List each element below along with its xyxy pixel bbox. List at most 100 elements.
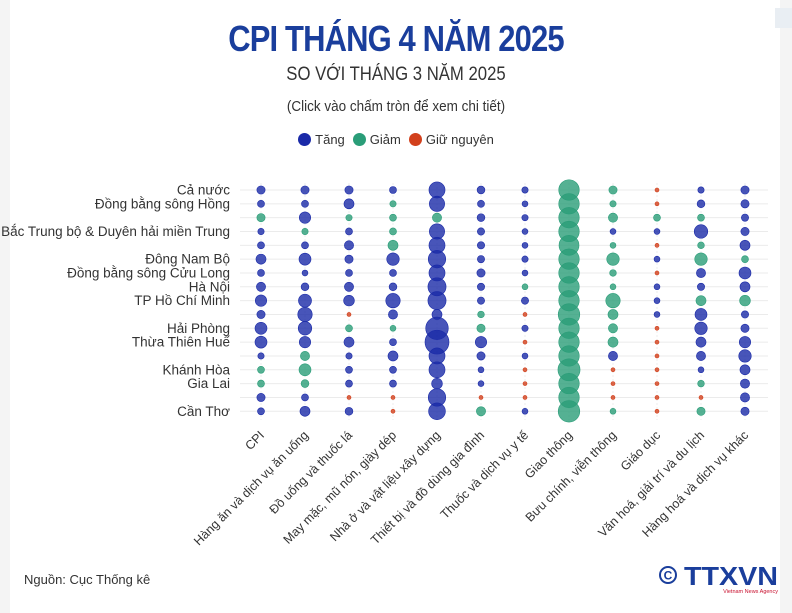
bubble-point[interactable] — [741, 255, 749, 263]
bubble-point[interactable] — [301, 228, 309, 235]
bubble-point[interactable] — [694, 321, 708, 335]
bubble-point[interactable] — [346, 312, 352, 317]
bubble-point[interactable] — [301, 393, 309, 402]
bubble-point[interactable] — [475, 336, 487, 349]
bubble-point[interactable] — [257, 200, 265, 208]
bubble-point[interactable] — [257, 269, 265, 277]
bubble-point[interactable] — [653, 311, 661, 318]
bubble-point[interactable] — [740, 185, 750, 195]
bubble-point[interactable] — [387, 240, 399, 251]
bubble-point[interactable] — [740, 406, 750, 416]
bubble-point[interactable] — [521, 242, 529, 249]
bubble-point[interactable] — [740, 199, 750, 209]
bubble-point[interactable] — [738, 266, 752, 280]
bubble-point[interactable] — [300, 351, 310, 361]
bubble-point[interactable] — [257, 365, 265, 374]
bubble-point[interactable] — [653, 228, 661, 235]
bubble-point[interactable] — [299, 211, 311, 224]
bubble-point[interactable] — [654, 270, 660, 276]
bubble-point[interactable] — [738, 349, 752, 363]
bubble-point[interactable] — [476, 323, 486, 333]
bubble-point[interactable] — [654, 201, 660, 207]
bubble-point[interactable] — [608, 351, 618, 361]
bubble-point[interactable] — [389, 379, 397, 388]
bubble-point[interactable] — [696, 406, 706, 416]
bubble-point[interactable] — [477, 366, 485, 374]
bubble-point[interactable] — [608, 323, 618, 334]
legend-item-increase[interactable]: Tăng — [298, 132, 345, 147]
bubble-point[interactable] — [343, 294, 355, 307]
bubble-point[interactable] — [345, 227, 353, 236]
bubble-point[interactable] — [741, 310, 749, 319]
bubble-point[interactable] — [521, 186, 529, 194]
bubble-point[interactable] — [431, 377, 443, 390]
bubble-point[interactable] — [521, 214, 529, 222]
bubble-point[interactable] — [390, 408, 396, 414]
bubble-point[interactable] — [389, 200, 397, 208]
bubble-point[interactable] — [389, 213, 397, 222]
bubble-point[interactable] — [521, 408, 529, 415]
bubble-point[interactable] — [478, 395, 484, 400]
bubble-point[interactable] — [609, 200, 617, 208]
bubble-point[interactable] — [610, 395, 616, 400]
bubble-point[interactable] — [477, 282, 485, 291]
bubble-point[interactable] — [654, 367, 660, 373]
bubble-point[interactable] — [609, 228, 617, 235]
bubble-point[interactable] — [609, 283, 617, 291]
bubble-point[interactable] — [609, 269, 617, 277]
bubble-point[interactable] — [428, 361, 446, 379]
bubble-point[interactable] — [256, 393, 266, 402]
bubble-point[interactable] — [476, 185, 486, 195]
bubble-point[interactable] — [299, 405, 311, 417]
bubble-point[interactable] — [653, 283, 661, 291]
bubble-point[interactable] — [298, 252, 312, 266]
bubble-point[interactable] — [344, 407, 354, 416]
bubble-point[interactable] — [301, 200, 309, 208]
bubble-point[interactable] — [344, 281, 354, 292]
bubble-point[interactable] — [697, 241, 705, 249]
bubble-point[interactable] — [695, 336, 707, 348]
bubble-point[interactable] — [344, 240, 354, 251]
bubble-point[interactable] — [257, 379, 265, 388]
bubble-point[interactable] — [346, 395, 352, 400]
bubble-point[interactable] — [477, 241, 485, 250]
bubble-point[interactable] — [345, 365, 353, 374]
bubble-point[interactable] — [697, 366, 705, 374]
bubble-point[interactable] — [477, 227, 485, 236]
bubble-point[interactable] — [609, 408, 617, 415]
bubble-point[interactable] — [653, 213, 661, 222]
bubble-point[interactable] — [607, 336, 619, 348]
bubble-point[interactable] — [608, 185, 618, 195]
bubble-point[interactable] — [610, 367, 616, 373]
bubble-point[interactable] — [301, 269, 309, 277]
bubble-point[interactable] — [741, 213, 749, 222]
bubble-point[interactable] — [654, 353, 660, 359]
bubble-point[interactable] — [428, 402, 446, 420]
bubble-point[interactable] — [739, 336, 751, 349]
bubble-point[interactable] — [345, 269, 353, 277]
bubble-point[interactable] — [522, 312, 528, 317]
bubble-point[interactable] — [557, 400, 581, 423]
bubble-point[interactable] — [521, 228, 529, 235]
bubble-point[interactable] — [389, 269, 397, 277]
bubble-point[interactable] — [654, 187, 660, 193]
bubble-point[interactable] — [521, 200, 529, 208]
legend-item-unchanged[interactable]: Giữ nguyên — [408, 132, 494, 147]
bubble-point[interactable] — [297, 306, 313, 322]
bubble-point[interactable] — [522, 339, 528, 345]
bubble-point[interactable] — [739, 364, 751, 376]
bubble-point[interactable] — [256, 281, 266, 292]
bubble-point[interactable] — [653, 297, 661, 304]
bubble-point[interactable] — [476, 406, 486, 417]
bubble-point[interactable] — [521, 269, 529, 277]
bubble-point[interactable] — [697, 282, 705, 291]
bubble-point[interactable] — [345, 379, 353, 388]
bubble-point[interactable] — [343, 336, 355, 348]
bubble-point[interactable] — [653, 255, 661, 263]
bubble-point[interactable] — [257, 352, 265, 360]
bubble-point[interactable] — [257, 241, 265, 250]
bubble-point[interactable] — [696, 268, 706, 278]
bubble-point[interactable] — [698, 395, 704, 400]
bubble-point[interactable] — [610, 381, 616, 386]
corner-button[interactable] — [775, 8, 792, 28]
